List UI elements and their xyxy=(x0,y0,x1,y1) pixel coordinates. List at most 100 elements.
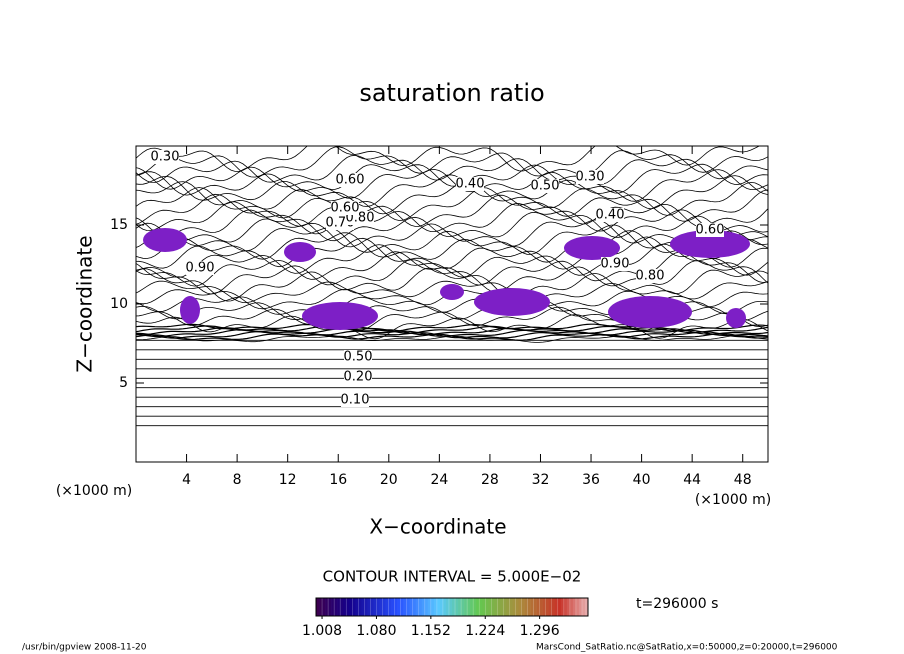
colorbar-cell xyxy=(497,598,501,616)
colorbar-cell xyxy=(373,598,377,616)
colorbar-cell xyxy=(415,598,420,616)
colorbar-cell xyxy=(322,598,326,616)
x-tick-label: 8 xyxy=(233,472,242,488)
contour-label-bg xyxy=(341,393,369,407)
contour-line xyxy=(136,163,768,194)
x-tick-label: 12 xyxy=(279,472,297,488)
contour-line xyxy=(136,323,768,332)
contour-label-bg xyxy=(456,177,484,191)
colorbar-frame xyxy=(315,597,589,617)
contour-label-bg xyxy=(336,173,364,187)
y-tick-label: 15 xyxy=(110,217,128,233)
colorbar-tick-label: 1.224 xyxy=(465,623,505,639)
contour-line xyxy=(136,209,768,242)
colorbar-cell xyxy=(494,598,498,616)
colorbar-cell xyxy=(533,598,537,616)
contour-label-bg xyxy=(596,208,624,222)
colorbar-cell xyxy=(530,598,534,616)
colorbar-cell xyxy=(448,598,453,616)
colorbar-cell xyxy=(512,598,516,616)
x-tick-label: 44 xyxy=(683,472,701,488)
colorbar-cell xyxy=(340,598,344,616)
contour-line xyxy=(136,251,768,287)
colorbar-cell xyxy=(412,598,417,616)
contour-line xyxy=(136,180,768,216)
x-tick-label: 28 xyxy=(481,472,499,488)
x-tick-label: 16 xyxy=(329,472,347,488)
colorbar-cell xyxy=(406,598,410,616)
colorbar-cell xyxy=(436,598,441,616)
contour-line xyxy=(136,154,768,185)
colorbar-tick-label: 1.152 xyxy=(411,623,451,639)
contour-label: 0.30 xyxy=(151,150,180,165)
contour-label: 0.40 xyxy=(596,208,625,223)
contour-label: 0.90 xyxy=(601,257,630,272)
contour-label-bg xyxy=(601,257,629,271)
colorbar-cell xyxy=(445,598,450,616)
contour-label: 0.60 xyxy=(331,201,360,216)
contour-label-bg xyxy=(186,261,214,275)
colorbar-cell xyxy=(524,598,528,616)
colorbar-cell xyxy=(352,598,356,616)
colorbar-cell xyxy=(376,598,380,616)
contour-line xyxy=(136,201,768,235)
colorbar-cell xyxy=(473,598,477,616)
contour-line xyxy=(136,230,768,263)
colorbar-cell xyxy=(461,598,465,616)
colorbar-cell xyxy=(382,598,386,616)
contour-label: 0.30 xyxy=(576,170,605,185)
colorbar-cell xyxy=(548,598,553,616)
x-tick-label: 48 xyxy=(734,472,752,488)
contour-label-bg xyxy=(531,179,559,193)
colorbar-cell xyxy=(331,598,335,616)
colorbar-cell xyxy=(539,598,543,616)
colorbar-cell xyxy=(563,598,568,616)
colorbar-cell xyxy=(418,598,423,616)
chart-title: saturation ratio xyxy=(359,79,544,107)
colorbar-cell xyxy=(442,598,447,616)
colorbar-cell xyxy=(545,598,550,616)
colorbar-cell xyxy=(455,598,459,616)
colorbar-cell xyxy=(358,598,362,616)
colorbar-cell xyxy=(566,598,571,616)
colorbar-cell xyxy=(334,598,338,616)
contour-label: 0.20 xyxy=(344,370,373,385)
colorbar-cell xyxy=(518,598,522,616)
colorbar-cell xyxy=(515,598,519,616)
colorbar-cell xyxy=(385,598,389,616)
colorbar-tick-label: 1.296 xyxy=(520,623,560,639)
colorbar-cell xyxy=(400,598,404,616)
contour-line xyxy=(136,174,768,210)
colorbar-cell xyxy=(578,598,583,616)
colorbar-cell xyxy=(403,598,407,616)
colorbar-cell xyxy=(551,598,556,616)
contour-line xyxy=(136,243,768,278)
colorbar-cell xyxy=(506,598,510,616)
contour-line xyxy=(136,169,768,202)
colorbar-cell xyxy=(325,598,329,616)
contour-line xyxy=(136,187,768,222)
contour-label-bg xyxy=(151,150,179,164)
colorbar-cell xyxy=(439,598,444,616)
colorbar-cell xyxy=(394,598,398,616)
colorbar-cell xyxy=(328,598,332,616)
colorbar-cell xyxy=(361,598,365,616)
contour-line xyxy=(136,327,768,336)
contour-label: 0.60 xyxy=(696,223,725,238)
colorbar-cell xyxy=(346,598,350,616)
contour-label: 0.60 xyxy=(336,173,365,188)
colorbar-cell xyxy=(370,598,374,616)
colorbar-cell xyxy=(491,598,495,616)
contour-line xyxy=(136,236,768,270)
colorbar-cell xyxy=(467,598,471,616)
colorbar-cell xyxy=(536,598,540,616)
colorbar-cell xyxy=(391,598,395,616)
colorbar-cell xyxy=(427,598,432,616)
colorbar-cell xyxy=(584,598,589,616)
contour-line xyxy=(136,146,761,172)
y-tick-label: 10 xyxy=(110,296,128,312)
colorbar-cell xyxy=(509,598,513,616)
x-axis-label: X−coordinate xyxy=(369,515,506,539)
contour-line xyxy=(136,224,768,255)
